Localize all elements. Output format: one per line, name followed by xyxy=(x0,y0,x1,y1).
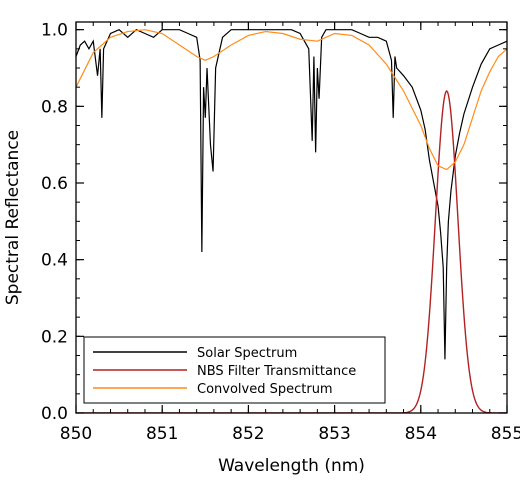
legend-label-convolved-spectrum: Convolved Spectrum xyxy=(197,382,333,397)
y-tick-label: 0.0 xyxy=(41,404,68,424)
x-tick-label: 854 xyxy=(405,424,437,444)
x-tick-label: 855 xyxy=(491,424,520,444)
plot-frame xyxy=(75,21,508,414)
y-axis-label: Spectral Reflectance xyxy=(3,130,23,305)
x-axis-label: Wavelength (nm) xyxy=(218,456,365,476)
legend: Solar Spectrum NBS Filter Transmittance Co… xyxy=(83,336,386,404)
y-tick-label: 0.6 xyxy=(41,174,68,194)
series-line-solar-spectrum xyxy=(76,28,507,360)
series-line-convolved-spectrum xyxy=(76,29,507,171)
ticks-layer: 850 851 852 853 854 855 0.0 0.2 0.4 0.6 0.8 1.0 xyxy=(41,21,520,444)
series-layer xyxy=(76,28,507,413)
legend-label-nbs-filter-transmittance: NBS Filter Transmittance xyxy=(197,364,356,379)
legend-label-solar-spectrum: Solar Spectrum xyxy=(197,346,297,361)
x-tick-label: 853 xyxy=(318,424,350,444)
y-tick-label: 0.4 xyxy=(41,251,68,271)
series-line-nbs-filter-transmittance xyxy=(76,89,507,413)
x-tick-label: 850 xyxy=(60,424,92,444)
y-tick-label: 0.8 xyxy=(41,97,68,117)
y-tick-label: 1.0 xyxy=(41,21,68,41)
x-tick-label: 851 xyxy=(146,424,178,444)
x-tick-label: 852 xyxy=(232,424,264,444)
y-tick-label: 0.2 xyxy=(41,327,68,347)
